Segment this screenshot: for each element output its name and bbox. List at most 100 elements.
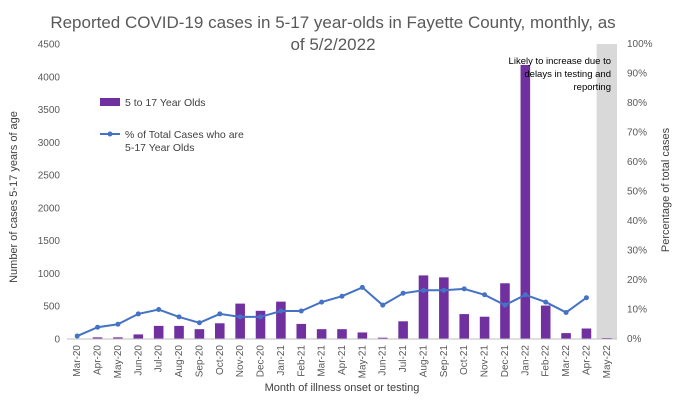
line-point xyxy=(502,302,508,308)
legend: 5 to 17 Year Olds % of Total Cases who a… xyxy=(100,97,244,154)
annotation-line: Likely to increase due to xyxy=(509,56,611,67)
line-point xyxy=(380,302,386,308)
x-tick-label: Jul-20 xyxy=(154,345,165,373)
line-point xyxy=(156,307,162,312)
x-tick-label: Mar-21 xyxy=(317,345,328,377)
bar xyxy=(153,325,164,339)
bar xyxy=(357,332,368,339)
y-tick-label: 1500 xyxy=(38,236,61,247)
x-tick-label: Aug-21 xyxy=(418,345,429,378)
line-point xyxy=(482,292,488,298)
bar xyxy=(194,329,205,339)
secondary-y-tick-label: 20% xyxy=(627,275,647,286)
bar xyxy=(561,333,571,339)
bar xyxy=(133,334,144,339)
y-axis-label: Number of cases 5-17 years of age xyxy=(8,111,20,283)
shaded-region xyxy=(596,44,617,339)
bar xyxy=(520,64,531,339)
x-tick-label: Nov-21 xyxy=(480,345,491,378)
line-point xyxy=(196,320,202,326)
line-point xyxy=(176,314,182,320)
bar xyxy=(214,323,225,339)
bar xyxy=(479,316,490,339)
secondary-y-tick-label: 90% xyxy=(627,69,647,80)
legend-line-marker xyxy=(107,131,113,137)
bar xyxy=(377,337,388,339)
bar xyxy=(459,314,470,339)
line-point xyxy=(420,287,426,293)
x-tick-label: Dec-21 xyxy=(500,345,511,378)
bar xyxy=(500,283,510,339)
x-tick-label: Jan-21 xyxy=(276,345,287,376)
percentage-line xyxy=(76,286,587,338)
line-point xyxy=(298,308,304,314)
x-tick-label: Mar-22 xyxy=(561,345,572,377)
line-point xyxy=(359,284,365,290)
line-point xyxy=(583,295,589,301)
secondary-y-tick-label: 0% xyxy=(627,334,642,345)
bar xyxy=(540,305,551,339)
line-point xyxy=(563,309,569,315)
x-tick-label: Apr-20 xyxy=(93,345,104,375)
secondary-y-axis-label: Percentage of total cases xyxy=(660,127,672,252)
x-tick-label: Jul-21 xyxy=(398,345,409,373)
x-tick-label: Sep-20 xyxy=(194,345,205,378)
bar xyxy=(174,325,184,339)
bar xyxy=(235,303,245,339)
x-tick-label: Feb-21 xyxy=(296,345,307,377)
y-tick-label: 0 xyxy=(54,335,60,346)
secondary-y-tick-label: 80% xyxy=(627,98,647,109)
x-tick-label: Mar-20 xyxy=(72,345,83,377)
y-tick-label: 500 xyxy=(43,302,60,313)
line-point xyxy=(95,324,101,330)
line-series xyxy=(74,284,589,339)
bar xyxy=(337,329,347,339)
legend-line-label-part: 5-17 Year Olds xyxy=(125,142,194,154)
x-tick-label: Aug-20 xyxy=(174,345,185,378)
x-tick-label: May-20 xyxy=(113,345,124,379)
secondary-y-tick-label: 100% xyxy=(627,39,653,50)
annotation-line: reporting xyxy=(574,82,612,93)
legend-line-label: % of Total Cases who are 5-17 Year Olds xyxy=(125,129,244,154)
x-tick-label: Jan-22 xyxy=(520,345,531,376)
x-tick-label: Jun-21 xyxy=(378,345,389,376)
x-tick-label: Apr-21 xyxy=(337,345,348,375)
x-tick-label: Apr-22 xyxy=(581,345,592,375)
line-point xyxy=(115,321,121,327)
y-tick-label: 1000 xyxy=(38,269,61,280)
secondary-y-axis-ticks: 0% 10% 20% 30% 40% 50% 60% 70% 80% 90% 100% xyxy=(627,39,653,345)
x-tick-label: May-22 xyxy=(602,345,613,379)
y-tick-label: 4500 xyxy=(38,40,61,51)
x-tick-label: Dec-20 xyxy=(256,345,267,378)
bar xyxy=(398,321,408,339)
legend-line-label-part: % of Total Cases who are xyxy=(125,129,244,141)
secondary-y-tick-label: 10% xyxy=(627,305,647,316)
line-point xyxy=(237,314,243,320)
secondary-y-tick-label: 50% xyxy=(627,187,647,198)
line-point xyxy=(339,293,345,299)
line-point xyxy=(522,292,528,298)
y-tick-label: 2000 xyxy=(38,203,61,214)
annotation: Likely to increase due to delays in testi… xyxy=(509,56,611,93)
line-point xyxy=(543,299,549,305)
y-axis-ticks: 0 500 1000 1500 2000 2500 3000 3500 4000 4500 xyxy=(38,40,61,346)
y-tick-label: 2500 xyxy=(38,171,61,182)
annotation-line: delays in testing and xyxy=(524,69,611,80)
bar xyxy=(113,337,123,339)
secondary-y-tick-label: 70% xyxy=(627,128,647,139)
line-point xyxy=(319,299,325,305)
bar xyxy=(316,329,327,339)
line-point xyxy=(135,311,141,317)
line-point xyxy=(217,311,223,317)
legend-bar-swatch xyxy=(100,98,120,106)
line-point xyxy=(258,314,264,320)
y-tick-label: 3000 xyxy=(38,138,61,149)
y-tick-label: 3500 xyxy=(38,105,61,116)
line-point xyxy=(400,290,406,296)
secondary-y-tick-label: 40% xyxy=(627,216,647,227)
x-tick-label: May-21 xyxy=(357,345,368,379)
legend-bar-label: 5 to 17 Year Olds xyxy=(125,97,206,109)
x-tick-label: Sep-21 xyxy=(439,345,450,378)
chart-title-line1: Reported COVID-19 cases in 5-17 year-old… xyxy=(50,13,615,32)
